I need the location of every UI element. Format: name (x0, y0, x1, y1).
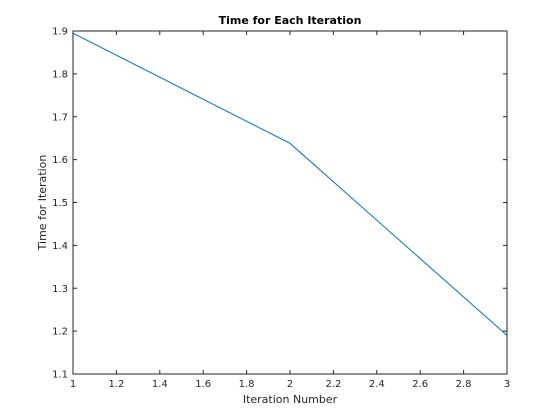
x-tick-label: 1.2 (108, 379, 124, 390)
tick-labels: 1 1.2 1.4 1.6 1.8 2 2.2 2.4 2.6 2.8 3 1.1 1.2 1.3 1.4 1… (52, 27, 510, 391)
y-tick-label: 1.1 (52, 370, 68, 381)
x-tick-label: 1 (70, 379, 76, 390)
y-tick-label: 1.2 (52, 327, 68, 338)
y-tick-label: 1.3 (52, 284, 68, 295)
x-tick-label: 1.4 (152, 379, 168, 390)
plot-area (73, 31, 507, 374)
y-tick-label: 1.5 (52, 198, 68, 209)
x-axis-label: Iteration Number (243, 393, 338, 406)
series-layer (72, 32, 508, 336)
x-tick-label: 2 (287, 379, 293, 390)
x-tick-label: 2.4 (369, 379, 385, 390)
x-tick-label: 2.6 (412, 379, 428, 390)
y-tick-label: 1.6 (52, 155, 68, 166)
x-tick-label: 1.6 (195, 379, 211, 390)
x-tick-label: 2.8 (456, 379, 472, 390)
y-axis-label: Time for Iteration (36, 155, 49, 252)
y-tick-label: 1.4 (52, 241, 68, 252)
chart-title: Time for Each Iteration (219, 14, 362, 27)
y-tick-label: 1.9 (52, 27, 68, 38)
y-tick-label: 1.8 (52, 69, 68, 80)
x-tick-label: 1.8 (239, 379, 255, 390)
y-tick-label: 1.7 (52, 112, 68, 123)
x-tick-label: 2.2 (325, 379, 341, 390)
x-tick-label: 3 (504, 379, 510, 390)
axes-box (72, 30, 508, 375)
series-line-0 (72, 32, 508, 336)
